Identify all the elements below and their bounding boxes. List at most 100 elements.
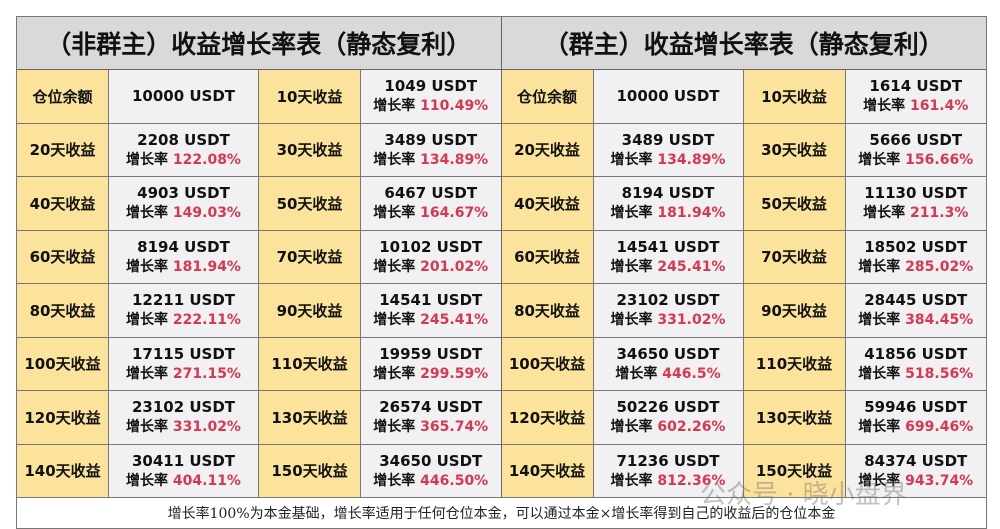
rate-label: 增长率: [615, 365, 658, 382]
growth-rate: 增长率 201.02%: [373, 256, 488, 276]
growth-rate: 增长率 699.46%: [858, 416, 973, 436]
rate-percent: 812.36%: [657, 472, 726, 489]
growth-rate: 增长率 404.11%: [126, 470, 241, 490]
row-label: 110天收益: [743, 337, 846, 390]
rate-label: 增长率: [858, 151, 901, 168]
rate-percent: 365.74%: [420, 419, 489, 436]
rate-label: 增长率: [858, 419, 901, 436]
row-label: 20天收益: [17, 123, 109, 176]
value-cell: 14541 USDT 增长率 245.41%: [593, 230, 744, 283]
rate-label: 增长率: [373, 205, 416, 222]
value-cell: 28445 USDT 增长率 384.45%: [845, 284, 986, 337]
amount: 3489 USDT: [621, 130, 715, 149]
row-label: 90天收益: [743, 284, 846, 337]
growth-rate: 增长率 384.45%: [858, 309, 973, 329]
value-cell: 23102 USDT 增长率 331.02%: [109, 391, 259, 444]
row-label: 140天收益: [501, 444, 594, 497]
amount: 10000 USDT: [616, 87, 720, 106]
rate-label: 增长率: [126, 419, 169, 436]
amount: 11130 USDT: [864, 184, 968, 203]
rate-percent: 122.08%: [172, 151, 241, 168]
value-cell: 34650 USDT 增长率 446.50%: [361, 444, 501, 497]
rate-label: 增长率: [863, 98, 906, 115]
row-label: 仓位余额: [17, 70, 109, 123]
table-row: 100天收益 34650 USDT 增长率 446.5% 110天收益 41856 US…: [501, 337, 986, 391]
table-row: 40天收益 4903 USDT 增长率 149.03% 50天收益 6467 USDT 增…: [17, 177, 501, 231]
rate-percent: 211.3%: [910, 205, 969, 222]
amount: 34650 USDT: [379, 451, 483, 470]
growth-rate: 增长率 211.3%: [863, 202, 968, 222]
rate-label: 增长率: [126, 472, 169, 489]
owner-table: （群主）收益增长率表（静态复利） 仓位余额 10000 USDT 10天收益 1614…: [501, 17, 986, 498]
amount: 12211 USDT: [131, 291, 236, 310]
rate-label: 增长率: [610, 258, 653, 275]
rate-percent: 331.02%: [172, 419, 241, 436]
row-label: 80天收益: [17, 284, 109, 337]
growth-rate: 增长率 331.02%: [611, 309, 726, 329]
rate-label: 增长率: [373, 312, 416, 329]
growth-rate: 增长率 164.67%: [373, 202, 488, 222]
growth-rate: 增长率 245.41%: [611, 256, 726, 276]
growth-rate: 增长率 331.02%: [126, 416, 241, 436]
growth-table-container: （非群主）收益增长率表（静态复利） 仓位余额 10000 USDT 10天收益 104…: [16, 16, 987, 529]
amount: 28445 USDT: [864, 291, 968, 310]
table-row: 60天收益 8194 USDT 增长率 181.94% 70天收益 10102 USDT…: [17, 230, 501, 284]
rate-percent: 404.11%: [172, 472, 241, 489]
rate-label: 增长率: [373, 472, 416, 489]
amount: 71236 USDT: [616, 451, 720, 470]
row-label: 30天收益: [259, 123, 361, 176]
value-cell: 34650 USDT 增长率 446.5%: [593, 337, 744, 390]
rate-percent: 518.56%: [905, 365, 974, 382]
row-label: 150天收益: [259, 444, 361, 497]
amount: 3489 USDT: [384, 130, 478, 149]
row-label: 70天收益: [259, 230, 361, 283]
table-row: 140天收益 30411 USDT 增长率 404.11% 150天收益 34650 U…: [17, 444, 501, 498]
rate-label: 增长率: [610, 419, 653, 436]
amount: 8194 USDT: [137, 237, 230, 256]
table-row: 仓位余额 10000 USDT 10天收益 1614 USDT 增长率 161.4%: [501, 70, 986, 124]
row-label: 10天收益: [743, 70, 846, 123]
rate-percent: 110.49%: [420, 98, 489, 115]
growth-rate: 增长率 285.02%: [858, 256, 973, 276]
rate-label: 增长率: [126, 365, 169, 382]
rate-percent: 446.5%: [662, 365, 721, 382]
rate-percent: 299.59%: [420, 365, 489, 382]
value-cell: 84374 USDT 增长率 943.74%: [845, 444, 986, 497]
rate-label: 增长率: [126, 258, 169, 275]
rate-label: 增长率: [373, 258, 416, 275]
growth-rate: 增长率 134.89%: [611, 149, 726, 169]
rate-label: 增长率: [610, 312, 653, 329]
rate-label: 增长率: [373, 151, 416, 168]
table-row: 140天收益 71236 USDT 增长率 812.36% 150天收益 84374 U…: [501, 444, 986, 498]
amount: 50226 USDT: [616, 398, 720, 417]
value-cell: 18502 USDT 增长率 285.02%: [845, 230, 986, 283]
growth-rate: 增长率 110.49%: [373, 95, 488, 115]
rate-label: 增长率: [610, 205, 653, 222]
table-row: 120天收益 23102 USDT 增长率 331.02% 130天收益 26574 U…: [17, 391, 501, 445]
row-label: 110天收益: [259, 337, 361, 390]
table-row: 80天收益 23102 USDT 增长率 331.02% 90天收益 28445 USD…: [501, 284, 986, 338]
row-label: 50天收益: [743, 177, 846, 230]
value-cell: 4903 USDT 增长率 149.03%: [109, 177, 259, 230]
growth-rate: 增长率 446.50%: [373, 470, 488, 490]
rate-label: 增长率: [610, 151, 653, 168]
rate-label: 增长率: [610, 472, 653, 489]
rate-percent: 245.41%: [420, 312, 489, 329]
amount: 14541 USDT: [616, 237, 720, 256]
table-row: 20天收益 2208 USDT 增长率 122.08% 30天收益 3489 USDT 增…: [17, 123, 501, 177]
amount: 41856 USDT: [864, 344, 968, 363]
growth-rate: 增长率 943.74%: [858, 470, 973, 490]
value-cell: 6467 USDT 增长率 164.67%: [361, 177, 501, 230]
rate-percent: 164.67%: [420, 205, 489, 222]
value-cell: 1614 USDT 增长率 161.4%: [845, 70, 986, 123]
rate-percent: 384.45%: [905, 312, 974, 329]
amount: 5666 USDT: [869, 130, 963, 149]
row-label: 60天收益: [17, 230, 109, 283]
table-title: （群主）收益增长率表（静态复利）: [501, 17, 986, 70]
row-label: 90天收益: [259, 284, 361, 337]
rate-percent: 245.41%: [657, 258, 726, 275]
growth-rate: 增长率 161.4%: [863, 95, 968, 115]
amount: 10000 USDT: [131, 87, 236, 106]
growth-rate: 增长率 365.74%: [373, 416, 488, 436]
amount: 17115 USDT: [131, 344, 236, 363]
